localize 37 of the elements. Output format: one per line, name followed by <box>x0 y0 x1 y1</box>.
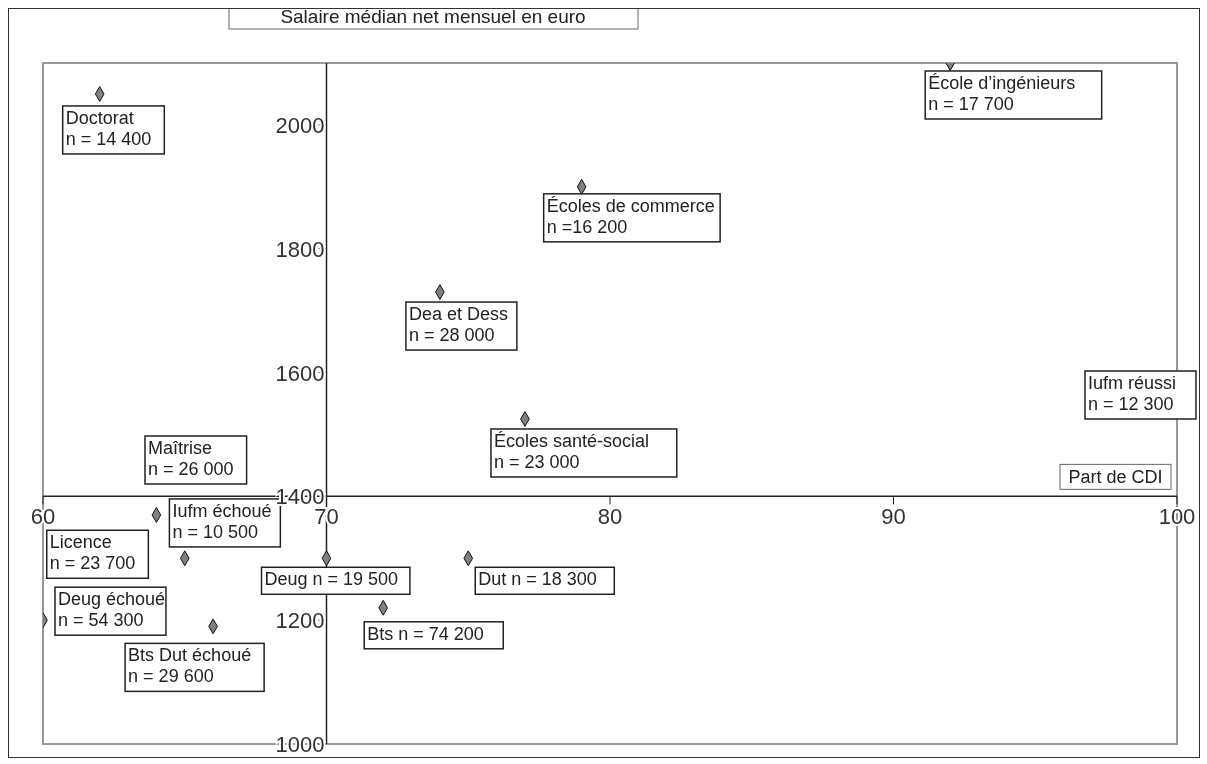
annotation: Écoles de commerce n =16 200 <box>546 195 715 237</box>
y-tick-label: 2000 <box>275 112 325 138</box>
label-box: Licence n = 23 700 <box>46 529 150 579</box>
annotation: Bts n = 74 200 <box>367 623 484 644</box>
annotation: Iufm échoué n = 10 500 <box>172 500 272 542</box>
label-box: Iufm réussi n = 12 300 <box>1084 370 1197 420</box>
x-tick-label: 80 <box>597 504 623 530</box>
y-tick-label: 1800 <box>275 236 325 262</box>
annotation: Deug n = 19 500 <box>264 569 399 590</box>
label-box: Doctorat n = 14 400 <box>61 105 166 155</box>
x-tick-label: 90 <box>881 504 906 530</box>
label-box: Dea et Dess n = 28 000 <box>405 301 518 351</box>
x-tick-label: 100 <box>1158 504 1196 530</box>
label-box: Écoles santé-social n = 23 000 <box>490 428 678 478</box>
annotation: Écoles santé-social n = 23 000 <box>493 430 650 472</box>
label-box: École d’ingénieurs n = 17 700 <box>924 70 1103 120</box>
annotation: École d’ingénieurs n = 17 700 <box>928 73 1076 114</box>
y-tick-label: 1200 <box>275 608 325 634</box>
y-axis-title: Salaire médian net mensuel en euro <box>280 6 586 27</box>
x-tick-label: 60 <box>30 504 56 530</box>
y-tick-label: 1000 <box>275 732 325 757</box>
y-tick-label: 1600 <box>275 360 325 386</box>
annotation: Dea et Dess n = 28 000 <box>408 304 508 346</box>
x-axis-title: Part de CDI <box>1068 467 1163 488</box>
label-box: Bts Dut échoué n = 29 600 <box>124 642 265 693</box>
label-box: Bts n = 74 200 <box>363 621 504 650</box>
annotation: Dut n = 18 300 <box>478 569 597 590</box>
label-box: Écoles de commerce n =16 200 <box>542 193 721 243</box>
annotation: Maîtrise n = 26 000 <box>148 438 234 479</box>
annotation: Bts Dut échoué n = 29 600 <box>128 645 252 687</box>
annotation: Licence n = 23 700 <box>49 532 136 574</box>
label-box: Deug n = 19 500 <box>260 566 411 595</box>
annotation: Iufm réussi n = 12 300 <box>1088 373 1177 414</box>
label-box: Maîtrise n = 26 000 <box>144 435 248 485</box>
annotation: Doctorat n = 14 400 <box>65 107 152 149</box>
label-box: Deug échoué n = 54 300 <box>54 586 167 636</box>
label-box: Dut n = 18 300 <box>474 566 616 595</box>
